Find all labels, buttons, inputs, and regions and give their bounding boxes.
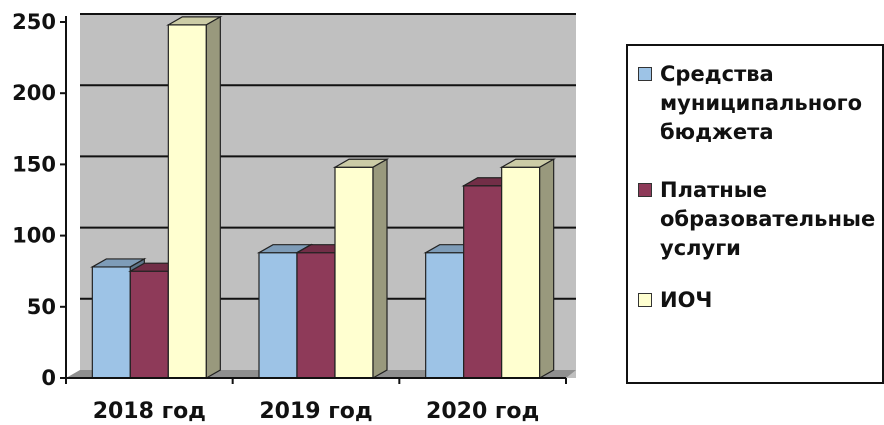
bar-front xyxy=(425,252,465,379)
bar-side xyxy=(539,158,555,380)
y-tick-label-1: 50 xyxy=(27,295,56,319)
bars xyxy=(90,15,556,380)
x-tick-label-2: 2020 год xyxy=(426,399,539,424)
x-tick-label-0: 2018 год xyxy=(93,399,206,424)
legend: Средства муниципального бюджета Платные обра… xyxy=(626,44,884,384)
y-tick-label-4: 200 xyxy=(12,81,56,105)
bar-front xyxy=(463,185,503,379)
legend-label-line: муниципального xyxy=(660,91,863,115)
bar-1-2 xyxy=(332,158,390,380)
legend-label-line: Средства xyxy=(660,62,774,86)
bar-front xyxy=(129,270,169,379)
legend-label-line: образовательные xyxy=(660,207,876,231)
legend-label-line: Платные xyxy=(660,178,768,202)
legend-label: ИОЧ xyxy=(660,286,712,315)
x-axis: 2018 год 2019 год 2020 год xyxy=(65,377,567,424)
bar-front xyxy=(258,252,298,379)
bar-2-2 xyxy=(499,158,556,380)
legend-label: Платные образовательные услуги xyxy=(660,176,875,263)
legend-label: Средства муниципального бюджета xyxy=(660,60,862,147)
y-tick-label-5: 250 xyxy=(12,10,56,34)
legend-swatch xyxy=(638,183,652,197)
bar-front xyxy=(501,166,541,379)
bar-side xyxy=(372,158,388,380)
legend-label-line: услуги xyxy=(660,236,741,260)
bar-front xyxy=(91,266,131,379)
x-tick-label-1: 2019 год xyxy=(259,399,372,424)
legend-label-line: ИОЧ xyxy=(660,288,713,312)
bar-0-2 xyxy=(166,15,223,380)
y-tick-label-0: 0 xyxy=(41,366,56,390)
legend-swatch xyxy=(638,67,652,81)
y-tick-label-3: 150 xyxy=(12,152,56,176)
bar-front xyxy=(167,24,207,379)
y-tick-label-2: 100 xyxy=(12,224,56,248)
bar-chart: 0 50 100 150 200 250 2018 год 2019 год 2020 год xyxy=(12,10,576,424)
bar-front xyxy=(296,252,336,379)
legend-swatch xyxy=(638,293,652,307)
bar-front xyxy=(334,166,374,379)
y-axis: 0 50 100 150 200 250 xyxy=(12,10,67,390)
bar-side xyxy=(205,15,221,380)
legend-label-line: бюджета xyxy=(660,120,774,144)
